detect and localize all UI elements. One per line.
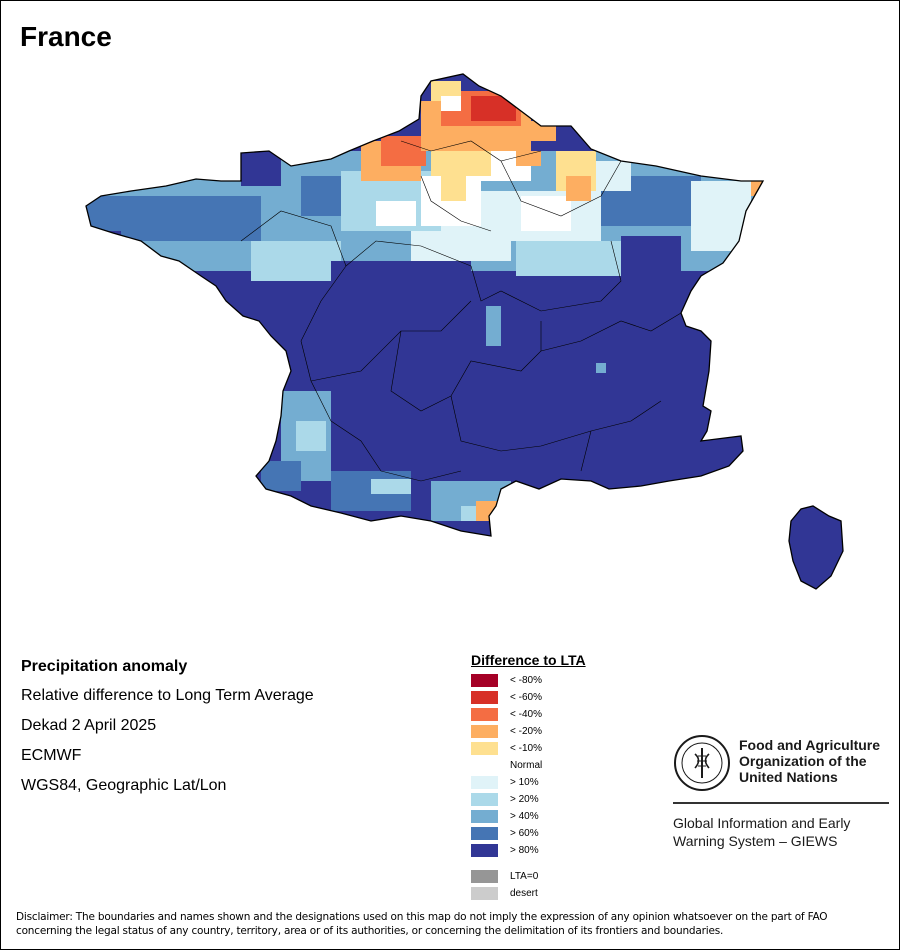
legend-swatch	[471, 776, 498, 789]
legend-item: > 60%	[471, 825, 671, 842]
legend-item: < -80%	[471, 672, 671, 689]
region-boundaries	[240, 140, 682, 482]
legend-swatch	[471, 674, 498, 687]
legend-label: Normal	[510, 760, 543, 771]
legend-extra-item: LTA=0	[471, 868, 671, 885]
legend-extra-label: LTA=0	[510, 871, 539, 882]
legend-label: < -60%	[510, 692, 542, 703]
map-title: France	[20, 21, 112, 52]
info-source: ECMWF	[21, 747, 82, 764]
legend-extra-swatch	[471, 870, 498, 883]
map-info: Precipitation anomaly Relative differenc…	[21, 658, 314, 806]
legend-extra-label: desert	[510, 888, 538, 899]
legend-swatch	[471, 691, 498, 704]
legend-label: > 60%	[510, 828, 539, 839]
legend-item: < -20%	[471, 723, 671, 740]
legend-swatch	[471, 793, 498, 806]
giews-label: Global Information and Early Warning Sys…	[673, 815, 851, 849]
legend-swatch	[471, 810, 498, 823]
legend-swatch	[471, 725, 498, 738]
legend-label: < -40%	[510, 709, 542, 720]
legend-label: > 20%	[510, 794, 539, 805]
disclaimer: Disclaimer: The boundaries and names sho…	[16, 911, 828, 937]
legend-swatch	[471, 827, 498, 840]
legend-item: > 40%	[471, 808, 671, 825]
legend-item: < -10%	[471, 740, 671, 757]
legend-swatch	[471, 844, 498, 857]
legend-item: > 80%	[471, 842, 671, 859]
anomaly-raster	[86, 74, 843, 589]
legend-swatch	[471, 759, 498, 772]
legend-label: < -10%	[510, 743, 542, 754]
legend-extra-swatch	[471, 887, 498, 900]
legend-label: > 10%	[510, 777, 539, 788]
fao-name: Food and Agriculture Organization of the…	[739, 737, 881, 785]
legend-item: > 20%	[471, 791, 671, 808]
legend-label: > 40%	[510, 811, 539, 822]
info-period: Dekad 2 April 2025	[21, 717, 157, 734]
legend-title: Difference to LTA	[471, 652, 586, 668]
legend-item: > 10%	[471, 774, 671, 791]
info-projection: WGS84, Geographic Lat/Lon	[21, 777, 227, 794]
country-outline	[85, 73, 844, 590]
legend-item: < -60%	[471, 689, 671, 706]
legend-swatch	[471, 708, 498, 721]
info-heading: Precipitation anomaly	[21, 658, 188, 675]
precipitation-map	[85, 73, 844, 590]
legend: Difference to LTA < -80% < -60% < -40% < -2…	[471, 652, 671, 902]
legend-label: < -80%	[510, 675, 542, 686]
legend-swatch	[471, 742, 498, 755]
legend-extra-item: desert	[471, 885, 671, 902]
legend-item: < -40%	[471, 706, 671, 723]
fao-logo-icon	[674, 735, 730, 791]
map-area	[1, 61, 899, 621]
legend-item: Normal	[471, 757, 671, 774]
info-description: Relative difference to Long Term Average	[21, 687, 314, 704]
legend-label: > 80%	[510, 845, 539, 856]
fao-divider	[673, 802, 889, 804]
legend-label: < -20%	[510, 726, 542, 737]
